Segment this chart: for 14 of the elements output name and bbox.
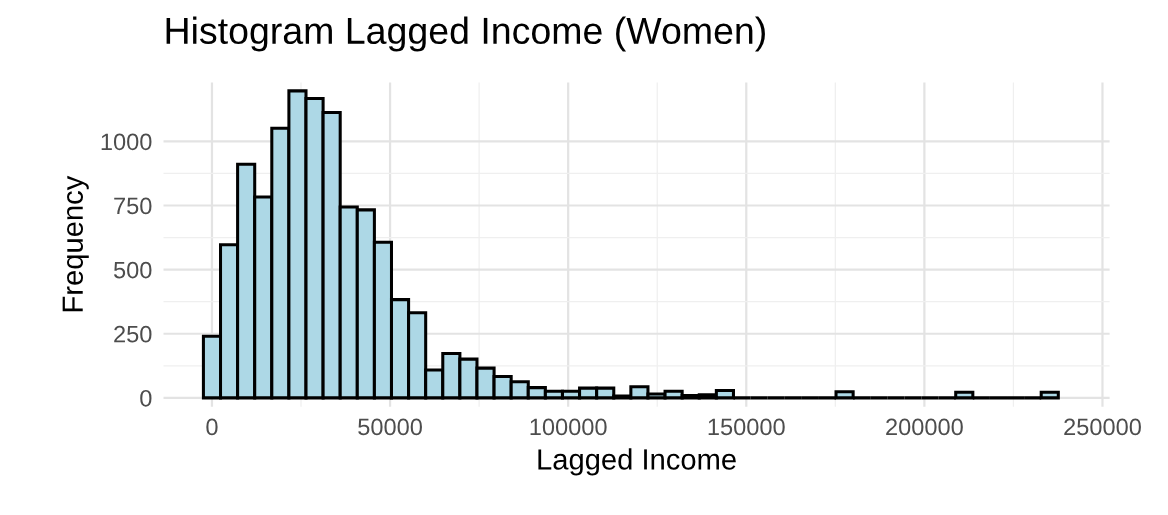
x-tick-label: 150000 [708, 418, 785, 436]
chart-title: Histogram Lagged Income (Women) [166, 16, 765, 52]
y-tick-label: 500 [113, 261, 152, 279]
x-tick-label: 250000 [1064, 418, 1141, 436]
y-axis-title: Frequency [62, 175, 89, 312]
y-tick-label: 0 [140, 389, 152, 407]
x-tick-label: 0 [206, 418, 218, 436]
x-axis-title: Lagged Income [538, 448, 736, 476]
x-tick-label: 100000 [530, 418, 607, 436]
x-tick-label: 50000 [358, 418, 422, 436]
x-tick-label: 200000 [886, 418, 963, 436]
y-tick-label: 250 [114, 325, 152, 343]
y-tick-label: 1000 [101, 133, 152, 151]
y-tick-label: 750 [114, 197, 152, 215]
